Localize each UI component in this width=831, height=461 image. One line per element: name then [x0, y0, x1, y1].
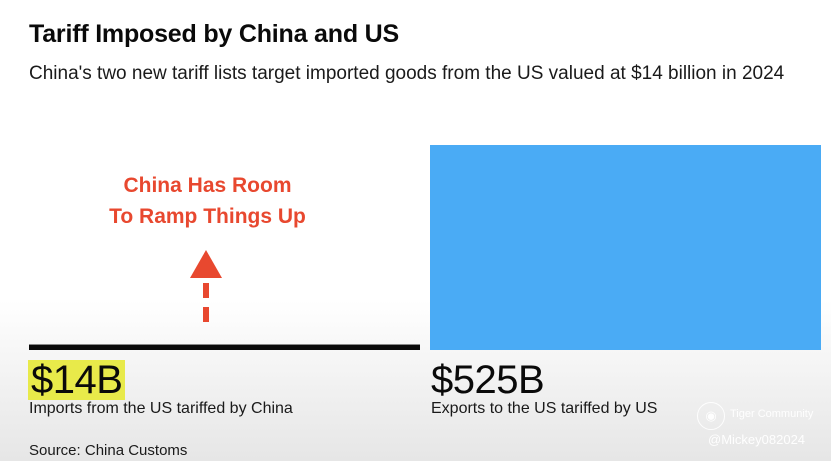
annotation-line-1: China Has Room — [123, 174, 292, 197]
bar-category-label-exports: Exports to the US tariffed by US — [431, 400, 658, 417]
bar-value-label-exports: $525B — [431, 358, 545, 402]
up-arrow-icon — [190, 250, 222, 322]
annotation-text: China Has Room To Ramp Things Up — [80, 170, 335, 232]
bar-exports — [430, 145, 821, 350]
bar-imports — [29, 344, 420, 350]
bars-group — [29, 145, 821, 350]
watermark-brand: Tiger Community — [730, 408, 814, 420]
annotation-line-2: To Ramp Things Up — [109, 205, 306, 228]
tiger-logo-icon: ◉ — [697, 402, 725, 430]
bar-category-label-imports: Imports from the US tariffed by China — [29, 400, 293, 417]
watermark-handle: @Mickey082024 — [708, 432, 806, 447]
source-note: Source: China Customs — [29, 442, 188, 459]
chart-subtitle: China's two new tariff lists target impo… — [29, 63, 785, 84]
arrow-head — [190, 250, 222, 278]
bar-value-label-imports: $14B — [28, 360, 126, 400]
chart-title: Tariff Imposed by China and US — [29, 20, 399, 48]
